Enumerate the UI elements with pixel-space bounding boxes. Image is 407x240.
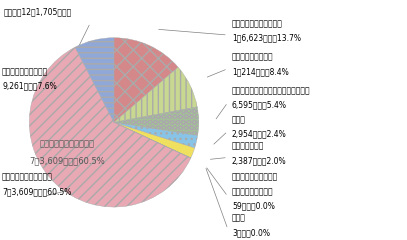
Text: 59億円　0.0%: 59億円 0.0%: [232, 201, 275, 210]
Text: その他の産業（合計）: その他の産業（合計）: [2, 67, 48, 76]
Text: 1兆214億円　8.4%: 1兆214億円 8.4%: [232, 67, 289, 76]
Text: 7兆3,609億円　60.5%: 7兆3,609億円 60.5%: [29, 156, 105, 165]
Wedge shape: [114, 67, 197, 122]
Text: 通信業: 通信業: [232, 115, 246, 124]
Wedge shape: [114, 122, 197, 148]
Text: 6,595億円　5.4%: 6,595億円 5.4%: [232, 101, 287, 110]
Text: 情報通信機械器具製造業: 情報通信機械器具製造業: [232, 19, 283, 28]
Text: その他の製造業（合計）: その他の製造業（合計）: [39, 139, 95, 149]
Text: インターネット付随・: インターネット付随・: [232, 173, 278, 182]
Text: （企業：12兆1,705億円）: （企業：12兆1,705億円）: [4, 7, 72, 16]
Wedge shape: [114, 122, 191, 158]
Text: 情報サービス業: 情報サービス業: [232, 142, 265, 151]
Text: 2,954億円　2.4%: 2,954億円 2.4%: [232, 130, 287, 138]
Text: その他の製造業（合計）: その他の製造業（合計）: [2, 173, 53, 182]
Text: 1兆6,623億円　13.7%: 1兆6,623億円 13.7%: [232, 34, 301, 42]
Text: 電気機械器具製造業: 電気機械器具製造業: [232, 53, 274, 62]
Text: 2,387億円　2.0%: 2,387億円 2.0%: [232, 156, 287, 165]
Text: 電子部品・デバイス・電子回路製造業: 電子部品・デバイス・電子回路製造業: [232, 86, 311, 96]
Wedge shape: [29, 47, 190, 207]
Text: その他の情報通信業: その他の情報通信業: [232, 187, 274, 196]
Wedge shape: [114, 38, 178, 122]
Wedge shape: [114, 122, 195, 158]
Text: 放送業: 放送業: [232, 214, 246, 223]
Wedge shape: [114, 107, 199, 136]
Text: 3億円　0.0%: 3億円 0.0%: [232, 228, 270, 237]
Wedge shape: [75, 38, 114, 122]
Text: 9,261億円　7.6%: 9,261億円 7.6%: [2, 82, 57, 90]
Text: 7兆3,609億円　60.5%: 7兆3,609億円 60.5%: [2, 187, 71, 196]
Wedge shape: [114, 122, 191, 158]
